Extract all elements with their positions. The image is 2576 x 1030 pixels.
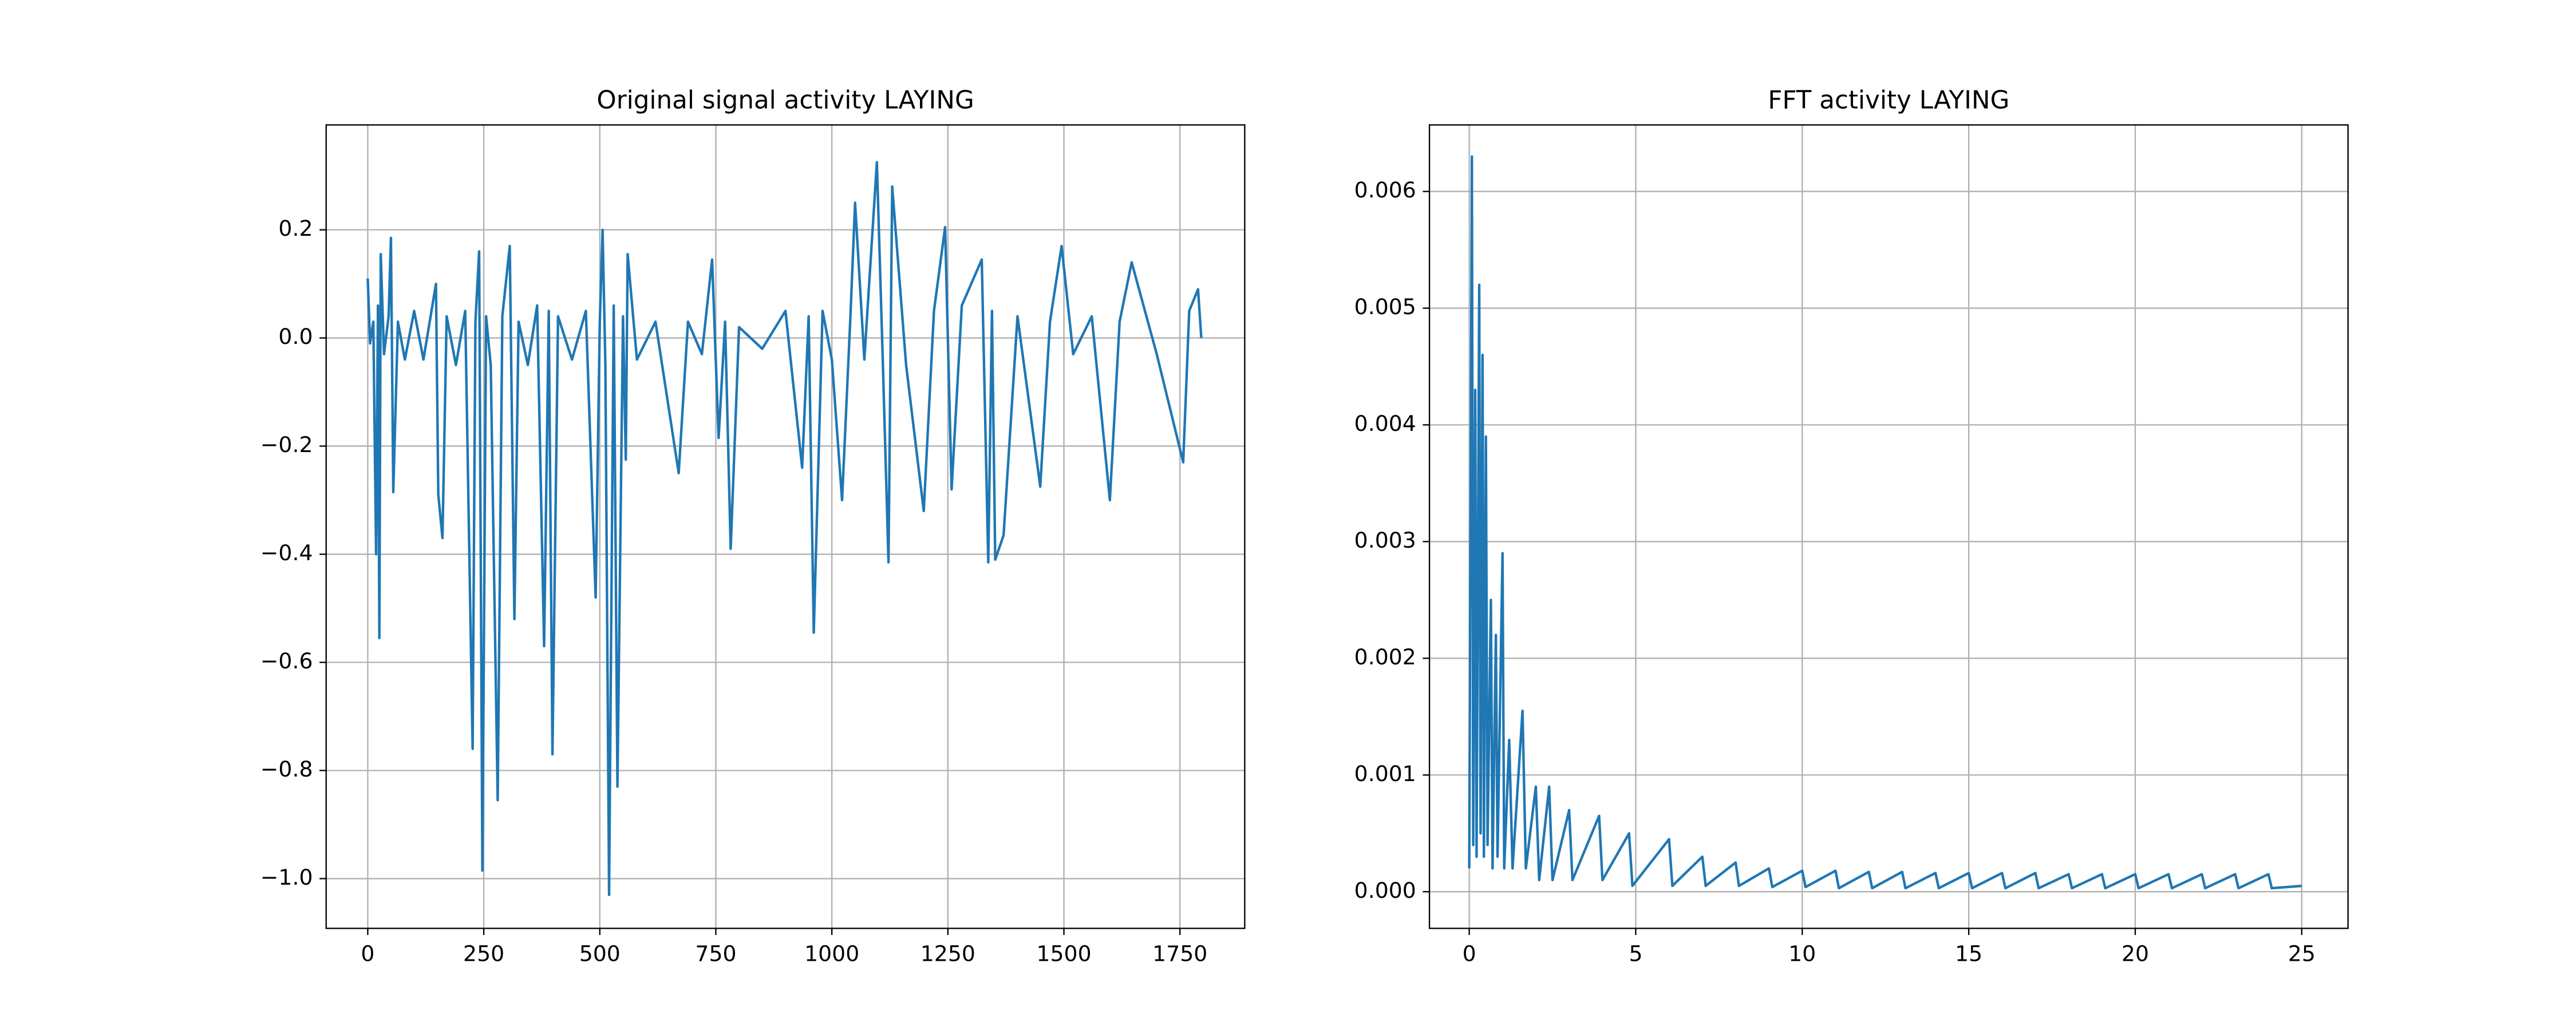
y-tick-label: 0.004: [1354, 411, 1416, 436]
axes-frame: [325, 124, 1246, 929]
y-tick-label: 0.005: [1354, 294, 1416, 319]
signal-line: [1468, 155, 2302, 890]
x-tick-label: 500: [579, 941, 621, 966]
x-tick-label: 250: [463, 941, 504, 966]
y-tick-label: 0.0: [278, 324, 313, 349]
x-tick-label: 20: [2121, 941, 2149, 966]
x-tick-label: 1750: [1152, 941, 1207, 966]
y-tick-label: −0.4: [260, 540, 313, 565]
axes-frame: [1428, 124, 2349, 929]
x-tick-label: 0: [1463, 941, 1476, 966]
subplot: 0 250 500 750 1000 1250 1500 1750 −1.0 −0.8 −0.6 −0…: [260, 86, 1246, 966]
y-tick-label: −1.0: [260, 865, 313, 890]
y-tick-label: −0.2: [260, 432, 313, 457]
x-tick-label: 1000: [804, 941, 859, 966]
x-tick-label: 15: [1955, 941, 1982, 966]
chart-title: Original signal activity LAYING: [596, 86, 974, 115]
y-tick-label: 0.000: [1354, 878, 1416, 903]
y-tick-label: 0.002: [1354, 644, 1416, 670]
x-tick-label: 1500: [1036, 941, 1091, 966]
x-tick-label: 750: [695, 941, 736, 966]
x-tick-label: 0: [361, 941, 374, 966]
x-tick-label: 1250: [920, 941, 975, 966]
x-tick-label: 10: [1788, 941, 1816, 966]
subplot: 0 5 10 15 20 25 0.000 0.001 0.002 0.003 0.004 0.005…: [1354, 86, 2349, 966]
y-tick-label: 0.2: [278, 216, 313, 241]
x-tick-label: 5: [1629, 941, 1642, 966]
y-tick-label: 0.001: [1354, 761, 1416, 786]
plot-area: [1468, 155, 2302, 890]
y-tick-label: −0.6: [260, 648, 313, 674]
chart-title: FFT activity LAYING: [1768, 86, 2009, 115]
y-tick-label: 0.006: [1354, 177, 1416, 203]
y-tick-label: −0.8: [260, 756, 313, 782]
plot-area: [366, 161, 1203, 896]
x-tick-label: 25: [2288, 941, 2316, 966]
y-tick-label: 0.003: [1354, 528, 1416, 553]
signal-line: [366, 161, 1203, 896]
